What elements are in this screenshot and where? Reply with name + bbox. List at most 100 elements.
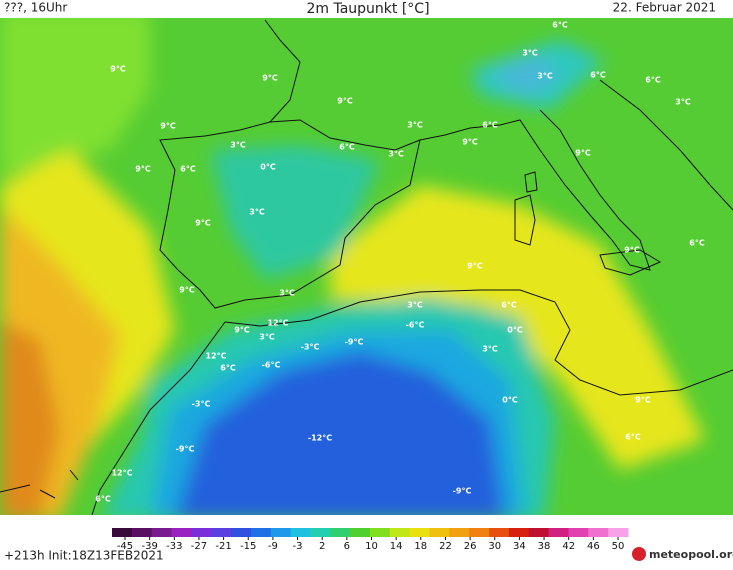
isotherm-label: 9°C (624, 246, 640, 255)
isotherm-label: 6°C (339, 143, 355, 152)
isotherm-labels: 6°C 3°C 9°C 9°C 3°C 6°C 6°C 9°C 3°C 9°C 3°C 6°C 3°C 6… (95, 21, 705, 504)
colorbar-segment (191, 528, 212, 537)
colorbar-segment (350, 528, 371, 537)
colorbar-segment (231, 528, 252, 537)
colorbar-segment (449, 528, 470, 537)
isotherm-label: 9°C (262, 74, 278, 83)
isotherm-label: 6°C (645, 76, 661, 85)
isotherm-label: -9°C (176, 445, 195, 454)
colorbar-segment (389, 528, 411, 537)
isotherm-label: 3°C (259, 333, 275, 342)
isotherm-label: 9°C (575, 149, 591, 158)
colorbar-tick-label: 22 (439, 541, 452, 552)
colorbar-tick-label: 14 (390, 541, 403, 552)
isotherm-label: 12°C (111, 469, 132, 478)
isotherm-label: 6°C (220, 364, 236, 373)
isotherm-label: 9°C (462, 138, 478, 147)
colorbar-tick-label: 34 (513, 541, 526, 552)
isotherm-label: 6°C (180, 165, 196, 174)
colorbar-tick-label: 38 (538, 541, 551, 552)
logo-icon (632, 547, 646, 561)
coastlines (0, 19, 733, 515)
colorbar-segment (250, 528, 272, 537)
isotherm-label: -6°C (406, 321, 425, 330)
isotherm-label: 3°C (407, 121, 423, 130)
colorbar-segment (568, 528, 589, 537)
logo-text: meteopool.org (649, 548, 733, 561)
isotherm-label: 3°C (249, 208, 265, 217)
isotherm-label: 6°C (590, 71, 606, 80)
colorbar-segment (588, 528, 609, 537)
isotherm-label: -3°C (192, 400, 211, 409)
colorbar-segment (171, 528, 192, 537)
isotherm-label: 9°C (160, 122, 176, 131)
isotherm-label: 6°C (689, 239, 705, 248)
colorbar-tick-label: 42 (562, 541, 575, 552)
isotherm-label: 6°C (501, 301, 517, 310)
isotherm-label: 3°C (407, 301, 423, 310)
isotherm-label: 3°C (537, 72, 553, 81)
colorbar-segment (131, 528, 153, 537)
colorbar-segment (608, 528, 629, 537)
isotherm-label: 6°C (482, 121, 498, 130)
isotherm-label: 9°C (337, 97, 353, 106)
colorbar-tick-label: 18 (414, 541, 427, 552)
colorbar-segment (409, 528, 431, 537)
isotherm-label: -9°C (345, 338, 364, 347)
colorbar-tick-label: -39 (141, 541, 157, 552)
colorbar: -45 -39 -33 -27 -21 -15 -9 -3 2 6 10 14 18 22 26 30 34 38… (112, 528, 629, 552)
colorbar-segment (489, 528, 510, 537)
map-title: 2m Taupunkt [°C] (306, 1, 429, 17)
isotherm-label: -12°C (308, 434, 332, 443)
colorbar-segment (112, 528, 133, 537)
header-date: 22. Februar 2021 (613, 1, 716, 15)
colorbar-segment (548, 528, 569, 537)
colorbar-segment (370, 528, 391, 537)
colorbar-tick-label: 2 (319, 541, 325, 552)
isotherm-label: 0°C (507, 326, 523, 335)
isotherm-label: 6°C (625, 433, 641, 442)
isotherm-label: 9°C (110, 65, 126, 74)
colorbar-segment (508, 528, 530, 537)
isotherm-label: -6°C (262, 361, 281, 370)
colorbar-tick-label: -27 (191, 541, 207, 552)
colorbar-tick-label: 26 (464, 541, 477, 552)
colorbar-segment (429, 528, 450, 537)
colorbar-tick-label: 46 (587, 541, 600, 552)
isotherm-label: 0°C (260, 163, 276, 172)
isotherm-label: 12°C (205, 352, 226, 361)
isotherm-label: 9°C (467, 262, 483, 271)
colorbar-tick-label: -3 (293, 541, 303, 552)
isotherm-label: 3°C (279, 289, 295, 298)
colorbar-segment (310, 528, 331, 537)
colorbar-tick-label: 30 (488, 541, 501, 552)
isotherm-label: 9°C (135, 165, 151, 174)
colorbar-segment (330, 528, 351, 537)
isotherm-label: 12°C (267, 319, 288, 328)
colorbar-tick-label: -9 (268, 541, 278, 552)
isotherm-label: 0°C (502, 396, 518, 405)
isotherm-label: -9°C (453, 487, 472, 496)
isotherm-label: 9°C (179, 286, 195, 295)
colorbar-segment (290, 528, 311, 537)
colorbar-tick-label: -21 (215, 541, 231, 552)
colorbar-segment (528, 528, 550, 537)
isotherm-label: 3°C (230, 141, 246, 150)
colorbar-tick-label: 10 (365, 541, 378, 552)
map: 6°C 3°C 9°C 9°C 3°C 6°C 6°C 9°C 3°C 9°C 3°C 6°C 3°C 6… (0, 18, 733, 515)
colorbar-tick-label: -45 (117, 541, 133, 552)
isotherm-label: 3°C (482, 345, 498, 354)
isotherm-label: 3°C (675, 98, 691, 107)
colorbar-segment (151, 528, 173, 537)
isotherm-label: 6°C (552, 21, 568, 30)
colorbar-segment (270, 528, 292, 537)
isotherm-label: 9°C (195, 219, 211, 228)
isotherm-label: 9°C (635, 396, 651, 405)
isotherm-label: 6°C (95, 495, 111, 504)
colorbar-tick-label: 6 (344, 541, 350, 552)
isotherm-label: 3°C (388, 150, 404, 159)
run-info: +213h Init:18Z13FEB2021 (4, 549, 164, 563)
colorbar-segment (211, 528, 232, 537)
colorbar-tick-label: -15 (240, 541, 256, 552)
